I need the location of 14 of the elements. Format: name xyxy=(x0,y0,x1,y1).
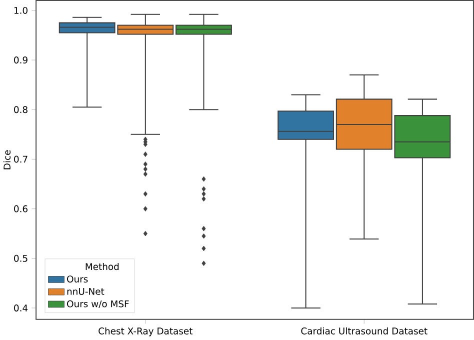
legend-label: Ours xyxy=(67,276,88,283)
y-tick-label: 0.9 xyxy=(14,56,28,64)
legend-label: nnU-Net xyxy=(67,288,104,296)
y-axis-title: Dice xyxy=(3,150,11,170)
legend-label: Ours w/o MSF xyxy=(67,300,129,308)
y-tick-label: 0.7 xyxy=(14,156,28,163)
y-tick-label: 0.8 xyxy=(14,106,28,114)
x-tick-label: Chest X-Ray Dataset xyxy=(98,328,192,336)
y-tick-label: 0.5 xyxy=(14,255,28,262)
y-tick-label: 0.6 xyxy=(14,205,28,212)
legend-title: Method xyxy=(86,263,119,270)
y-tick-label: 0.4 xyxy=(14,304,28,312)
y-tick-label: 1.0 xyxy=(14,7,28,14)
x-tick-label: Cardiac Ultrasound Dataset xyxy=(301,328,428,335)
